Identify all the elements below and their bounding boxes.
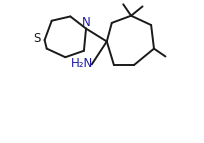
Text: H₂N: H₂N <box>71 57 93 70</box>
Text: N: N <box>81 16 90 29</box>
Text: S: S <box>33 32 41 45</box>
